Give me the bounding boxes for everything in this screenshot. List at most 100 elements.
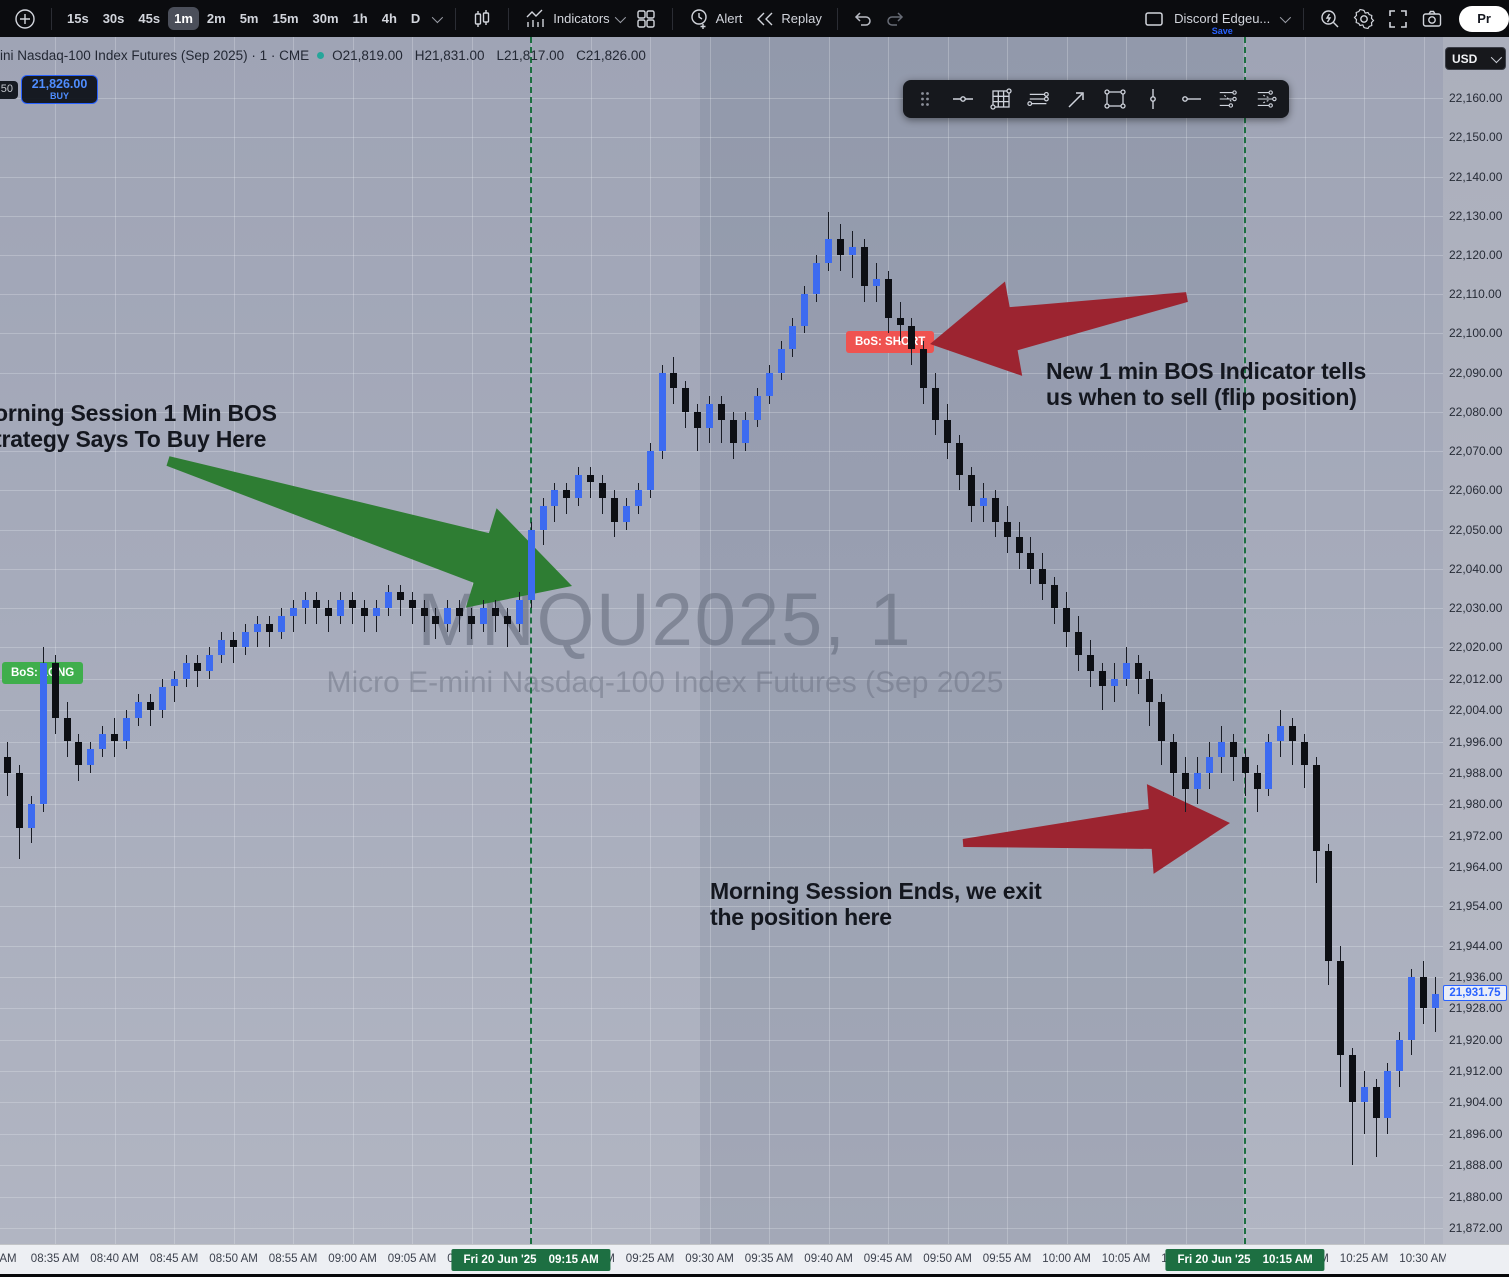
layout-name-button[interactable]: Discord Edgeu... Save	[1170, 11, 1274, 36]
layout-grid-button[interactable]	[629, 4, 663, 34]
fib-retracement-tool-icon[interactable]	[989, 87, 1013, 111]
price-tick: 22,020.00	[1449, 640, 1503, 655]
candle	[1313, 765, 1320, 852]
candle	[1420, 976, 1428, 1009]
timeframe-button-30s[interactable]: 30s	[102, 11, 125, 26]
timeframe-button-1m[interactable]: 1m	[168, 7, 199, 30]
vertical-line-tool-icon[interactable]	[1141, 87, 1165, 111]
grid-line-horizontal	[0, 678, 1443, 680]
candle	[384, 592, 392, 609]
candle	[1051, 584, 1059, 608]
timeframe-button-4h[interactable]: 4h	[381, 11, 397, 26]
timeframe-button-5m[interactable]: 5m	[239, 11, 259, 26]
buy-arrow	[166, 456, 572, 608]
select-layout-button[interactable]	[1138, 7, 1170, 31]
candle	[1217, 741, 1225, 758]
pattern-b-tool-icon[interactable]	[1255, 87, 1279, 111]
timeframe-button-15m[interactable]: 15m	[272, 11, 299, 26]
grid-line-vertical	[590, 37, 592, 1244]
timeframe-button-D[interactable]: D	[410, 11, 421, 26]
price-tick: 22,140.00	[1449, 169, 1503, 184]
grid-line-horizontal	[0, 529, 1443, 531]
time-axis[interactable]: AM 08:35 AM 08:40 AM 08:45 AM 08:50 AM 08:55 …	[0, 1244, 1509, 1274]
candle	[1372, 1086, 1380, 1119]
screenshot-button[interactable]	[1415, 4, 1449, 34]
price-tick: 22,130.00	[1449, 208, 1503, 223]
price-tick: 21,936.00	[1449, 969, 1503, 984]
replay-button[interactable]: Replay	[748, 4, 827, 34]
settings-button[interactable]	[1347, 4, 1381, 34]
buy-order-button[interactable]: 21,826.00 BUY	[21, 75, 98, 104]
price-tick: 22,070.00	[1449, 444, 1503, 459]
price-tick: 22,050.00	[1449, 522, 1503, 537]
grid-line-vertical	[1304, 37, 1306, 1244]
horizontal-ray-tool-icon[interactable]	[1179, 87, 1203, 111]
redo-button[interactable]	[879, 6, 911, 32]
timeframe-menu-button[interactable]	[426, 11, 446, 27]
candle	[361, 608, 368, 616]
price-tick: 21,880.00	[1449, 1189, 1503, 1204]
price-tick: 22,004.00	[1449, 703, 1503, 718]
save-link[interactable]: Save	[1211, 26, 1233, 36]
toolbar-divider	[671, 7, 673, 30]
pattern-a-tool-icon[interactable]	[1217, 87, 1241, 111]
price-tick: 22,080.00	[1449, 404, 1503, 419]
candle	[587, 474, 595, 483]
timeframe-button-1h[interactable]: 1h	[352, 11, 368, 26]
candle	[123, 717, 130, 742]
time-labels: AM 08:35 AM 08:40 AM 08:45 AM 08:50 AM 08:55 …	[0, 1245, 1446, 1275]
candle	[622, 506, 630, 522]
toolbar-divider	[51, 7, 52, 30]
time-label: 08:55 AM	[268, 1253, 318, 1265]
candle	[456, 608, 464, 616]
price-tick: 21,904.00	[1449, 1095, 1503, 1110]
timeframe-button-45s[interactable]: 45s	[138, 11, 161, 26]
price-axis[interactable]: USD 22,160.00 22,150.00 22,140.00 22,130.00…	[1443, 37, 1509, 1244]
candle	[1063, 608, 1071, 632]
candle	[646, 451, 654, 491]
grid-line-horizontal	[0, 710, 1443, 712]
trend-line-tool-icon[interactable]	[951, 87, 975, 111]
candle	[837, 239, 844, 255]
candle	[158, 686, 166, 710]
timeframe-button-15s[interactable]: 15s	[67, 11, 89, 26]
candle	[146, 702, 154, 710]
candle	[777, 349, 785, 373]
toolbar-divider	[1303, 7, 1305, 30]
candle	[1098, 670, 1106, 687]
toolbar-divider	[836, 7, 838, 30]
candle	[706, 404, 714, 428]
price-tick: 22,100.00	[1449, 326, 1503, 341]
time-label: 10:00 AM	[1042, 1253, 1091, 1265]
ohlc-value: C21,826.00	[576, 48, 646, 63]
chart-pane[interactable]: MNQU2025, 1 Micro E-mini Nasdaq-100 Inde…	[0, 37, 1443, 1244]
drag-handle[interactable]	[913, 87, 937, 111]
parallel-channel-tool-icon[interactable]	[1027, 87, 1051, 111]
add-symbol-button[interactable]	[8, 4, 42, 34]
grid-line-horizontal	[0, 98, 1443, 99]
price-tick: 21,888.00	[1449, 1158, 1503, 1173]
timeframe-button-30m[interactable]: 30m	[312, 11, 339, 26]
publish-button[interactable]: Pr	[1459, 5, 1509, 32]
rectangle-tool-icon[interactable]	[1103, 87, 1127, 111]
timeframe-button-2m[interactable]: 2m	[206, 11, 226, 26]
grid-line-vertical	[114, 37, 116, 1244]
layout-menu-button[interactable]	[1274, 11, 1294, 27]
indicators-button[interactable]: Indicators	[518, 4, 628, 34]
undo-button[interactable]	[847, 6, 879, 32]
chart-style-button[interactable]	[465, 4, 499, 34]
grid-line-horizontal	[0, 1039, 1443, 1041]
arrow-marker-tool-icon[interactable]	[1065, 87, 1089, 111]
candle-wick	[304, 592, 306, 624]
candle-wick	[435, 608, 437, 640]
quick-search-button[interactable]	[1313, 4, 1347, 34]
alert-button[interactable]: Alert	[682, 3, 749, 34]
candle	[1253, 772, 1261, 789]
grid-line-horizontal	[0, 1133, 1443, 1135]
candle	[1075, 631, 1082, 656]
exit-annotation-line1: Morning Session Ends, we exit	[710, 878, 1042, 904]
price-tick: 21,980.00	[1449, 797, 1503, 812]
currency-selector[interactable]: USD	[1445, 47, 1506, 70]
fullscreen-button[interactable]	[1381, 4, 1415, 34]
candle-wick	[352, 592, 354, 624]
